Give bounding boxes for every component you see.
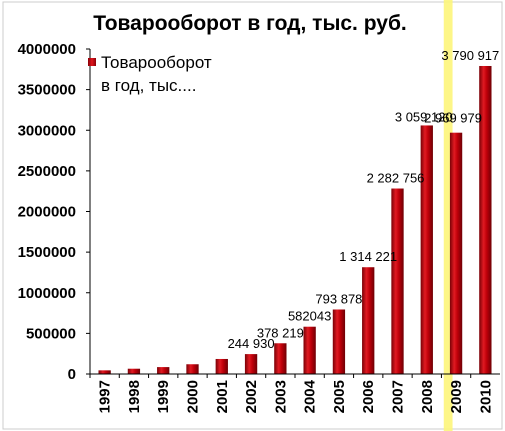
data-label-2003: 378 219 (257, 325, 304, 340)
chart-title: Товарооборот в год, тыс. руб. (93, 12, 407, 35)
data-label-2005: 793 878 (315, 291, 362, 306)
y-tick-label: 1500000 (18, 244, 76, 261)
y-tick-label: 4000000 (18, 41, 76, 58)
x-tick-label-2007: 2007 (390, 380, 407, 413)
x-tick-label-2009: 2009 (448, 380, 465, 413)
x-tick-label-2004: 2004 (302, 379, 319, 413)
bar-2005 (332, 309, 346, 374)
x-tick-label-2010: 2010 (477, 380, 494, 413)
x-tick-label-2005: 2005 (331, 380, 348, 413)
y-tick-label: 2000000 (18, 204, 76, 221)
bar-2006 (362, 267, 375, 374)
data-label-2007: 2 282 756 (367, 171, 425, 186)
bar-2007 (391, 188, 404, 374)
y-tick-label: 2500000 (18, 163, 76, 180)
x-tick-label-2001: 2001 (214, 380, 231, 413)
x-tick-label-2006: 2006 (360, 380, 377, 413)
highlight-band-2009 (443, 0, 453, 431)
data-label-2009: 2 969 979 (424, 111, 482, 126)
bar-2009 (449, 132, 463, 374)
data-label-2002: 244 930 (228, 336, 275, 351)
data-label-2006: 1 314 221 (339, 249, 397, 264)
data-label-2004: 582043 (288, 309, 331, 324)
bar-2001 (215, 358, 228, 374)
legend: Товарооборот в год, тыс.... (88, 53, 212, 95)
legend-label-line-2: в год, тыс.... (101, 76, 196, 95)
bar-1998 (127, 368, 141, 374)
bar-2002 (244, 354, 258, 374)
data-label-2010: 3 790 917 (441, 48, 499, 63)
x-tick-label-2008: 2008 (419, 380, 436, 413)
y-tick-label: 0 (68, 366, 76, 383)
x-tick-label-2003: 2003 (272, 380, 289, 413)
legend-swatch (88, 58, 96, 66)
bar-2003 (274, 343, 287, 374)
y-tick-label: 1000000 (18, 285, 76, 302)
bar-2004 (303, 326, 316, 374)
x-tick-label-2002: 2002 (243, 380, 260, 413)
x-tick-label-1998: 1998 (126, 380, 143, 413)
x-tick-label-1999: 1999 (155, 380, 172, 413)
data-label-2008: 3 059 120 (395, 109, 453, 124)
x-tick-label-1997: 1997 (97, 380, 114, 413)
legend-label-line-1: Товарооборот (101, 53, 212, 72)
x-tick-label-2000: 2000 (185, 380, 202, 413)
bar-2008 (420, 125, 433, 374)
bar-2010 (479, 65, 492, 375)
y-tick-label: 3000000 (18, 122, 76, 139)
y-tick-label: 500000 (26, 325, 76, 342)
y-tick-label: 3500000 (18, 82, 76, 99)
bar-2000 (186, 364, 199, 374)
bar-1999 (157, 367, 170, 374)
bar-1997 (98, 370, 111, 374)
